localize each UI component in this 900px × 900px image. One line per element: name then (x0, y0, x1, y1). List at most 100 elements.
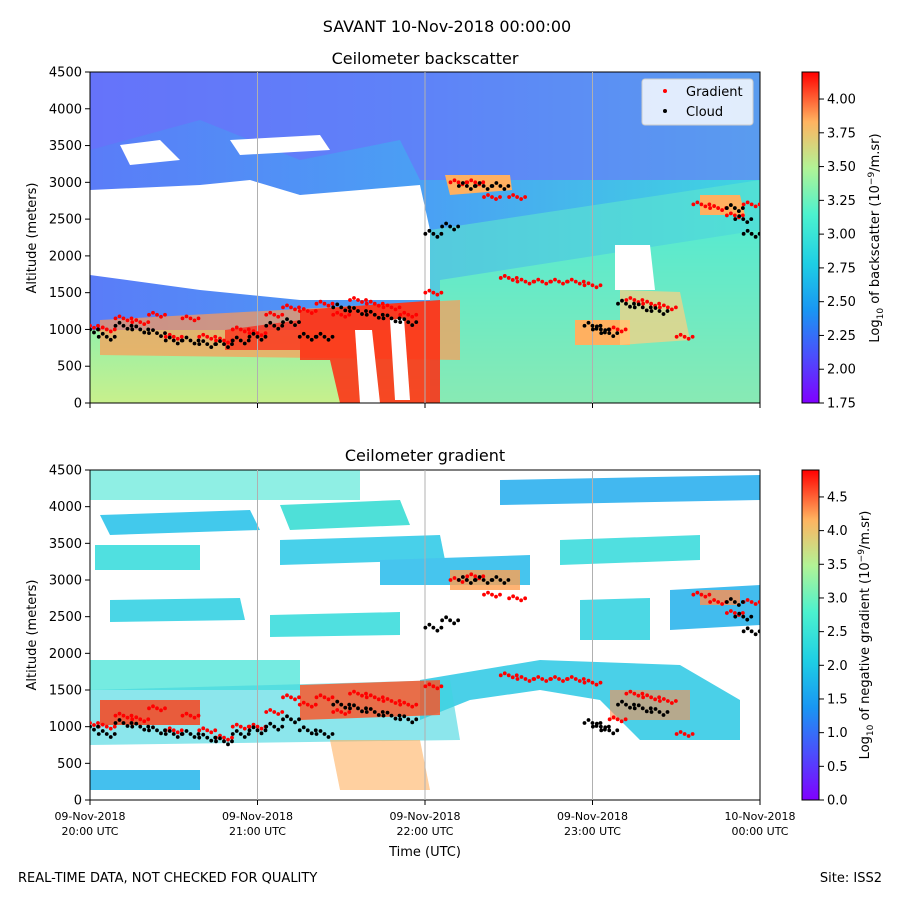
cloud-point (222, 342, 226, 347)
gradient-point (523, 279, 528, 284)
y-tick-label: 1500 (49, 286, 82, 301)
cloud-point (167, 729, 172, 733)
cloud-point (741, 629, 746, 634)
colorbar-tick-label: 2.0 (827, 659, 848, 674)
gradient-point (708, 600, 713, 604)
gradient-point (586, 678, 591, 683)
cloud-point (661, 312, 666, 316)
cloud-point (749, 614, 754, 619)
x-tick-label-date: 09-Nov-2018 (557, 810, 628, 823)
gradient-point (348, 298, 352, 302)
cloud-point (130, 327, 135, 332)
cloud-point (163, 338, 168, 343)
cloud-point (259, 731, 264, 736)
gradient-point (657, 699, 662, 703)
gradient-point (691, 202, 696, 207)
cloud-point (326, 735, 331, 739)
gradient-point (347, 312, 352, 317)
gradient-point (544, 679, 549, 683)
gradient-point (553, 675, 557, 679)
cloud-point (209, 345, 214, 350)
gradient-point (523, 195, 528, 199)
gradient-point (238, 724, 243, 729)
cloud-point (331, 305, 336, 310)
gradient-point (289, 305, 293, 310)
gradient-point (84, 322, 88, 326)
cloud-point (757, 231, 760, 236)
gradient-point (452, 178, 457, 183)
gradient-point (565, 677, 570, 681)
cloud-point (159, 731, 163, 736)
cloud-point (724, 600, 729, 604)
gradient-point (481, 180, 486, 185)
cloud-point (616, 301, 620, 306)
gradient-point (251, 722, 256, 727)
backscatter-y-label: Altitude (meters) (25, 183, 40, 294)
cloud-point (741, 614, 746, 619)
cloud-point (594, 324, 599, 329)
gradient-point (259, 333, 264, 338)
gradient-point (720, 602, 725, 606)
cloud-point (632, 301, 636, 306)
cloud-point (100, 729, 105, 733)
gradient-point (92, 325, 96, 330)
gradient-point (108, 329, 113, 334)
gradient-point (113, 713, 118, 718)
cloud-point (435, 628, 440, 633)
backscatter-y-ticks: 0 500 1000 1500 2000 2500 3000 3500 4000 4500 (49, 66, 90, 412)
gradient-point (527, 679, 532, 683)
cloud-point (167, 335, 172, 340)
cloud-point (749, 231, 754, 236)
gradient-point (690, 334, 695, 339)
cloud-point (138, 327, 143, 332)
gradient-point (740, 611, 745, 615)
cloud-point (741, 231, 746, 236)
gradient-point (636, 693, 641, 698)
gradient-point (406, 312, 411, 317)
y-tick-label: 2500 (49, 610, 82, 625)
gradient-point (285, 693, 289, 698)
cloud-point (452, 227, 457, 232)
gradient-point (691, 592, 696, 597)
gradient-point (293, 307, 297, 312)
gradient-point (372, 301, 377, 306)
gradient-point (632, 298, 637, 302)
gradient-point (536, 675, 541, 679)
colorbar-tick-label: 3.75 (827, 126, 856, 141)
gradient-point (146, 717, 151, 722)
cloud-point (125, 724, 130, 728)
cloud-point (147, 331, 151, 336)
gradient-point (318, 299, 323, 304)
gradient-point (259, 726, 264, 731)
gradient-point (335, 310, 340, 315)
gradient-point (557, 279, 561, 284)
colorbar-tick-label: 3.00 (827, 228, 856, 243)
gradient-point (180, 713, 185, 718)
gradient-point (389, 699, 394, 703)
cloud-point (104, 334, 109, 339)
backscatter-vgrid (257, 72, 593, 403)
cloud-point (397, 713, 402, 718)
cloud-point (414, 717, 419, 722)
gradient-colorbar-ticks: 0.0 0.5 1.0 1.5 2.0 2.5 3.0 3.5 4.0 4.5 (819, 490, 848, 809)
gradient-colorbar-label: Log10 of negative gradient (10−9/m.sr) (857, 511, 876, 760)
cloud-point (151, 725, 155, 730)
cloud-point (192, 341, 197, 346)
cloud-point (297, 728, 302, 733)
cloud-point (268, 721, 273, 726)
gradient-point (506, 673, 511, 678)
gradient-point (456, 180, 461, 185)
gradient-point (138, 320, 143, 324)
colorbar-tick-label: 1.0 (827, 726, 848, 741)
gradient-point (330, 695, 335, 700)
cloud-point (205, 735, 210, 740)
legend-cloud-marker (663, 109, 667, 113)
cloud-point (272, 724, 277, 729)
gradient-point (611, 325, 616, 330)
gradient-point (364, 695, 369, 700)
gradient-point (309, 704, 314, 709)
cloud-point (590, 327, 595, 332)
cloud-point (736, 603, 741, 607)
cloud-point (360, 312, 364, 316)
gradient-point (448, 180, 453, 185)
